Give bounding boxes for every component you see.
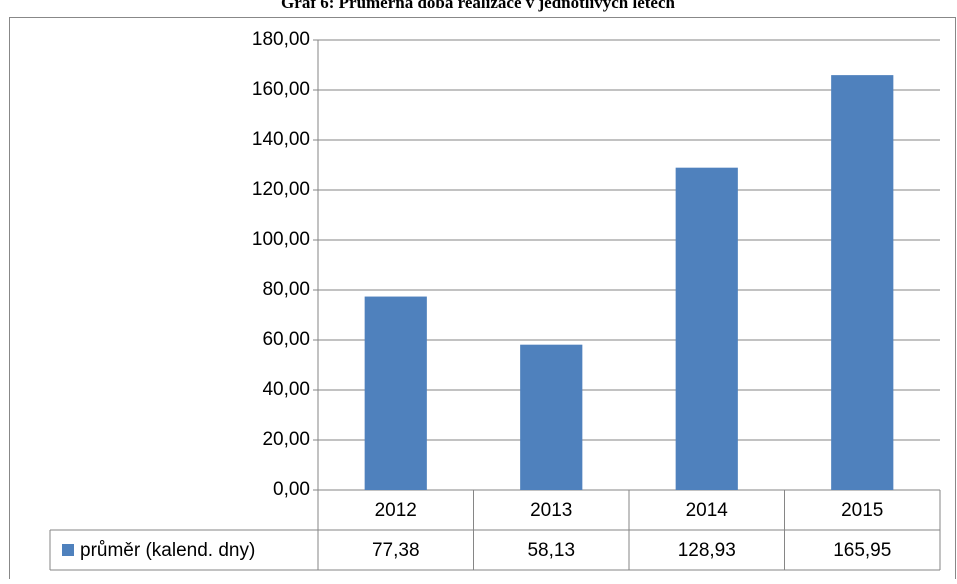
value-label: 128,93 bbox=[678, 540, 736, 561]
legend-swatch bbox=[62, 544, 74, 556]
x-tick-label: 2014 bbox=[686, 500, 729, 521]
value-label: 77,38 bbox=[372, 540, 420, 561]
y-tick-label: 60,00 bbox=[262, 329, 310, 350]
x-tick-label: 2015 bbox=[841, 500, 883, 521]
y-tick-label: 180,00 bbox=[252, 29, 310, 50]
value-label: 58,13 bbox=[527, 540, 575, 561]
chart-border bbox=[9, 17, 956, 584]
y-tick-label: 100,00 bbox=[252, 229, 310, 250]
legend-label: průměr (kalend. dny) bbox=[80, 540, 255, 561]
y-tick-label: 160,00 bbox=[252, 79, 310, 100]
bar bbox=[831, 75, 894, 490]
chart-title: Graf 6: Průměrná doba realizace v jednot… bbox=[281, 0, 675, 12]
bar bbox=[364, 296, 427, 490]
y-tick-label: 20,00 bbox=[262, 429, 310, 450]
value-label: 165,95 bbox=[833, 540, 891, 561]
y-tick-label: 140,00 bbox=[252, 129, 310, 150]
x-tick-label: 2013 bbox=[530, 500, 572, 521]
bar bbox=[675, 167, 738, 491]
y-tick-label: 40,00 bbox=[262, 379, 310, 400]
title-background bbox=[100, 0, 857, 17]
y-tick-label: 120,00 bbox=[252, 179, 310, 200]
x-tick-label: 2012 bbox=[375, 500, 417, 521]
y-tick-label: 80,00 bbox=[262, 279, 310, 300]
y-tick-label: 0,00 bbox=[273, 479, 310, 500]
bar bbox=[520, 344, 583, 490]
